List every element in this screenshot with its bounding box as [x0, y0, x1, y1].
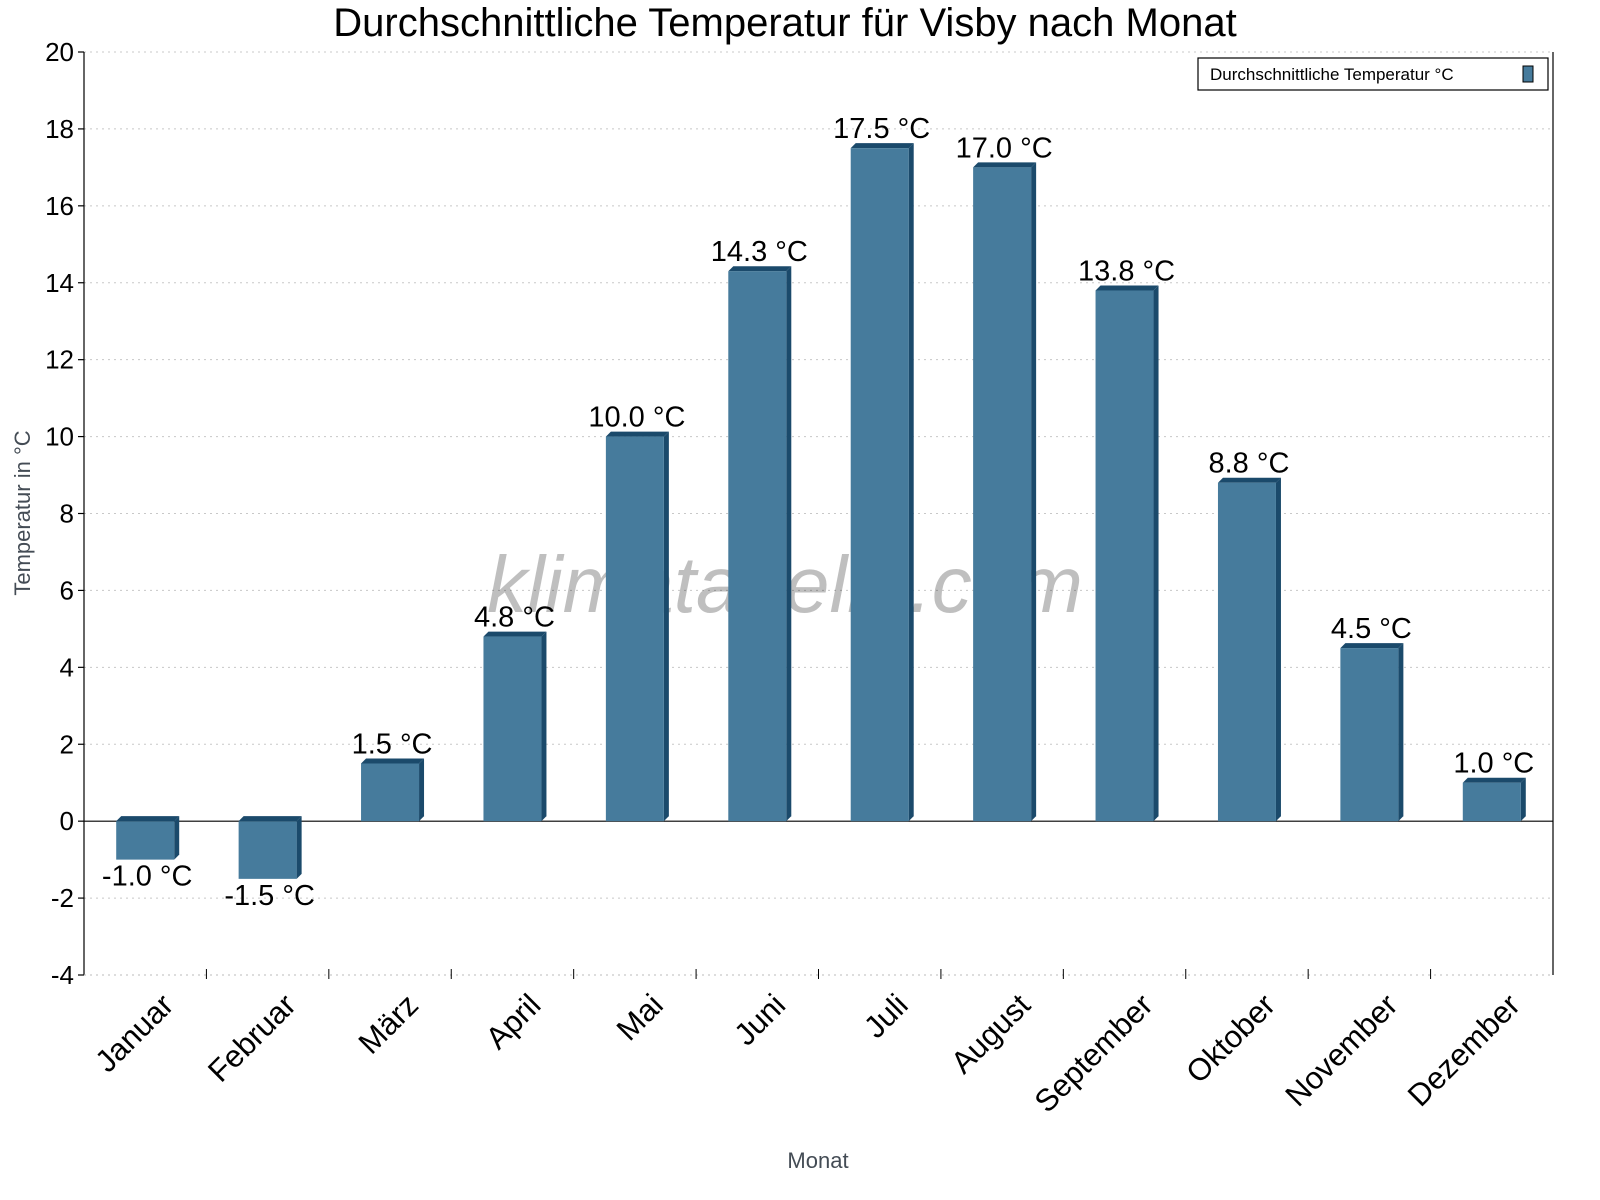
- bar-top: [361, 758, 425, 764]
- data-label: 1.5 °C: [352, 728, 433, 760]
- y-tick-label: 6: [60, 575, 74, 605]
- bar-top: [1340, 643, 1404, 649]
- y-axis: -4 -2 0 2 4 6 8 10 12 14 16 18 20: [45, 37, 1554, 990]
- bar-side: [541, 631, 547, 822]
- bar-top: [1462, 777, 1526, 783]
- bar: [1340, 648, 1399, 822]
- x-tick-label: April: [479, 987, 548, 1056]
- x-tick-label: November: [1278, 987, 1404, 1113]
- bar: [361, 763, 420, 822]
- y-tick-label: 18: [45, 114, 74, 144]
- bar: [1462, 782, 1521, 822]
- chart-title: Durchschnittliche Temperatur für Visby n…: [333, 1, 1236, 45]
- legend-box: [1197, 57, 1549, 91]
- x-tick-label: Januar: [88, 987, 180, 1079]
- x-tick-label: Februar: [201, 987, 303, 1089]
- data-label: 17.5 °C: [833, 113, 930, 145]
- bar-side: [1031, 162, 1037, 822]
- x-tick-label: Juli: [857, 987, 915, 1045]
- y-tick-label: 20: [45, 37, 74, 67]
- legend[interactable]: Durchschnittliche Temperatur °C: [1197, 57, 1549, 91]
- bar-side: [1520, 777, 1526, 822]
- bar-side: [663, 431, 669, 822]
- bar-top: [1217, 477, 1281, 483]
- legend-label: Durchschnittliche Temperatur °C: [1210, 65, 1454, 84]
- data-label: 1.0 °C: [1453, 748, 1534, 780]
- data-label: 4.8 °C: [474, 602, 555, 634]
- bar: [605, 436, 664, 822]
- y-tick-label: 14: [45, 268, 74, 298]
- bars: -1.0 °C -1.5 °C 1.5 °C 4.8 °C 10.0 °C 14.3 °C…: [102, 113, 1534, 912]
- x-tick-label: Juni: [727, 987, 792, 1052]
- x-axis-label: Monat: [787, 1148, 848, 1173]
- y-tick-label: -4: [51, 960, 74, 990]
- bar-top: [1095, 285, 1159, 291]
- bar-side: [1153, 285, 1159, 822]
- data-label: 10.0 °C: [588, 402, 685, 434]
- bar: [850, 148, 909, 822]
- data-label: -1.5 °C: [224, 880, 315, 912]
- bar-top: [238, 816, 302, 822]
- gridlines: [84, 51, 1553, 976]
- bar: [238, 821, 297, 879]
- x-tick-label: Dezember: [1401, 987, 1527, 1113]
- y-tick-label: 16: [45, 191, 74, 221]
- bar-side: [1275, 477, 1281, 822]
- y-tick-label: 4: [60, 652, 74, 682]
- data-label: 17.0 °C: [956, 132, 1053, 164]
- bar: [116, 821, 175, 860]
- x-tick-label: September: [1028, 987, 1160, 1119]
- bar-top: [605, 431, 669, 437]
- y-tick-label: -2: [51, 883, 74, 913]
- data-label: 13.8 °C: [1078, 255, 1175, 287]
- bar: [973, 167, 1032, 822]
- data-label: -1.0 °C: [102, 861, 193, 893]
- bar-top: [483, 631, 547, 637]
- bar: [728, 271, 787, 822]
- y-tick-label: 2: [60, 729, 74, 759]
- y-tick-label: 10: [45, 422, 74, 452]
- bar-top: [728, 266, 792, 272]
- bar-top: [116, 816, 180, 822]
- bar-side: [786, 266, 792, 822]
- x-tick-label: März: [352, 987, 425, 1060]
- y-tick-label: 0: [60, 806, 74, 836]
- data-label: 14.3 °C: [711, 236, 808, 268]
- bar-side: [296, 816, 302, 879]
- bar: [1095, 290, 1154, 822]
- bar-side: [1398, 643, 1404, 822]
- y-tick-label: 12: [45, 345, 74, 375]
- x-tick-label: August: [944, 987, 1037, 1080]
- y-tick-label: 8: [60, 499, 74, 529]
- x-axis: Januar Februar März April Mai Juni Juli AugustS…: [84, 820, 1553, 1119]
- bar: [1217, 482, 1276, 822]
- data-label: 8.8 °C: [1208, 448, 1289, 480]
- bar-side: [419, 758, 425, 822]
- bar-top: [850, 143, 914, 149]
- x-tick-label: Mai: [610, 987, 670, 1047]
- bar-top: [973, 162, 1037, 168]
- data-label: 4.5 °C: [1331, 613, 1412, 645]
- x-tick-label: Oktober: [1179, 987, 1282, 1090]
- bar: [483, 636, 542, 822]
- bar-side: [908, 143, 914, 822]
- y-axis-label: Temperatur in °C: [10, 430, 35, 595]
- legend-swatch: [1522, 65, 1534, 83]
- bar-side: [174, 816, 180, 860]
